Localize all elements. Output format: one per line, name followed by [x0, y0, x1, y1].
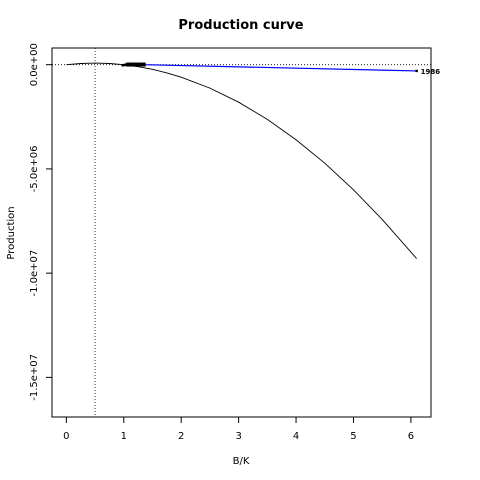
x-axis-label: B/K: [233, 456, 250, 467]
x-tick-label: 6: [408, 431, 414, 442]
y-tick-label: -1.5e+07: [29, 354, 40, 401]
series-line-observed: [122, 63, 417, 72]
plot-area: 1986: [52, 48, 440, 417]
x-tick-label: 1: [121, 431, 127, 442]
y-tick-label: -1.0e+07: [29, 250, 40, 297]
x-tick-label: 5: [350, 431, 356, 442]
series-point-observed: [415, 69, 418, 73]
x-tick-label: 3: [235, 431, 241, 442]
x-tick-label: 0: [63, 431, 69, 442]
year-annotation-label: 1986: [421, 68, 441, 76]
x-tick-label: 2: [178, 431, 184, 442]
y-tick-label: 0.0e+00: [29, 43, 40, 86]
y-tick-label: -5.0e+06: [29, 146, 40, 193]
dense-point-cluster: [126, 62, 146, 67]
x-tick-label: 4: [293, 431, 299, 442]
y-axis-label: Production: [6, 206, 17, 259]
series-line-production-curve: [66, 62, 417, 259]
chart-title: Production curve: [178, 18, 303, 33]
plot-frame: [51, 47, 432, 418]
